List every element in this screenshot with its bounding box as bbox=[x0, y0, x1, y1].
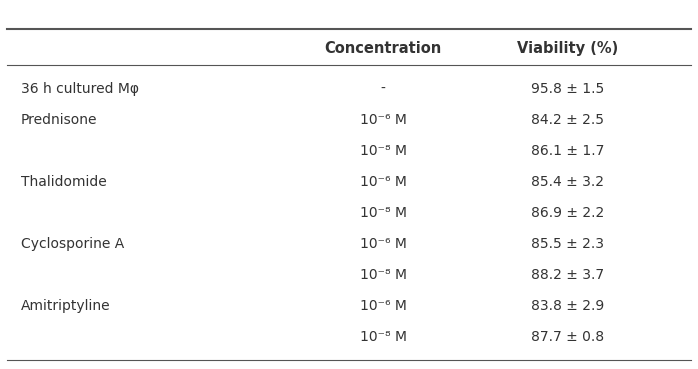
Text: Amitriptyline: Amitriptyline bbox=[21, 299, 110, 313]
Text: 84.2 ± 2.5: 84.2 ± 2.5 bbox=[531, 113, 604, 127]
Text: 10⁻⁶ M: 10⁻⁶ M bbox=[359, 299, 407, 313]
Text: Thalidomide: Thalidomide bbox=[21, 175, 106, 189]
Text: 85.5 ± 2.3: 85.5 ± 2.3 bbox=[531, 237, 604, 251]
Text: 86.1 ± 1.7: 86.1 ± 1.7 bbox=[531, 144, 604, 158]
Text: 83.8 ± 2.9: 83.8 ± 2.9 bbox=[531, 299, 604, 313]
Text: 85.4 ± 3.2: 85.4 ± 3.2 bbox=[531, 175, 604, 189]
Text: 10⁻⁸ M: 10⁻⁸ M bbox=[359, 268, 407, 282]
Text: Viability (%): Viability (%) bbox=[517, 41, 618, 56]
Text: -: - bbox=[381, 82, 385, 96]
Text: 10⁻⁸ M: 10⁻⁸ M bbox=[359, 144, 407, 158]
Text: Concentration: Concentration bbox=[325, 41, 442, 56]
Text: 87.7 ± 0.8: 87.7 ± 0.8 bbox=[531, 331, 604, 345]
Text: 10⁻⁸ M: 10⁻⁸ M bbox=[359, 331, 407, 345]
Text: 86.9 ± 2.2: 86.9 ± 2.2 bbox=[531, 206, 604, 220]
Text: 10⁻⁶ M: 10⁻⁶ M bbox=[359, 113, 407, 127]
Text: 36 h cultured Mφ: 36 h cultured Mφ bbox=[21, 82, 139, 96]
Text: 10⁻⁶ M: 10⁻⁶ M bbox=[359, 175, 407, 189]
Text: 95.8 ± 1.5: 95.8 ± 1.5 bbox=[531, 82, 604, 96]
Text: Prednisone: Prednisone bbox=[21, 113, 97, 127]
Text: 10⁻⁶ M: 10⁻⁶ M bbox=[359, 237, 407, 251]
Text: 10⁻⁸ M: 10⁻⁸ M bbox=[359, 206, 407, 220]
Text: Cyclosporine A: Cyclosporine A bbox=[21, 237, 124, 251]
Text: 88.2 ± 3.7: 88.2 ± 3.7 bbox=[531, 268, 604, 282]
